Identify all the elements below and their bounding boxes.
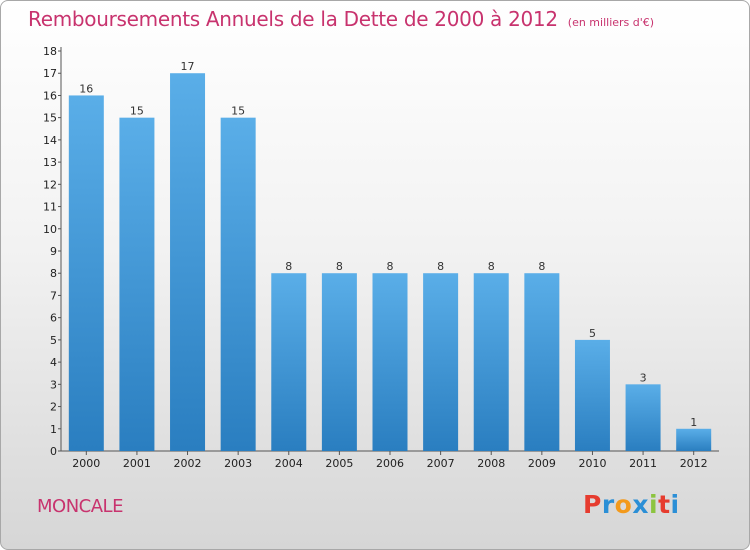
data-label: 1 (690, 416, 697, 429)
bar (220, 117, 256, 452)
y-tick-label: 13 (43, 156, 57, 169)
logo-letter: o (614, 490, 633, 519)
bar (170, 73, 206, 451)
x-tick-label: 2004 (275, 457, 303, 470)
y-tick-label: 3 (50, 378, 57, 391)
x-tick-label: 2003 (224, 457, 252, 470)
bar (68, 95, 104, 451)
logo-letter: P (583, 490, 602, 519)
y-tick-label: 17 (43, 67, 57, 80)
data-label: 15 (231, 105, 245, 118)
chart-title: Remboursements Annuels de la Dette de 20… (28, 7, 654, 31)
y-tick-label: 16 (43, 89, 57, 102)
y-tick-label: 5 (50, 334, 57, 347)
logo-letter: t (658, 490, 671, 519)
bar (271, 273, 307, 451)
x-tick-label: 2011 (629, 457, 657, 470)
logo-letter: r (601, 490, 615, 519)
data-label: 8 (336, 260, 343, 273)
y-tick-label: 18 (43, 45, 57, 58)
x-tick-label: 2008 (477, 457, 505, 470)
data-label: 17 (181, 60, 195, 73)
proxiti-logo: Proxiti (583, 490, 680, 519)
y-tick-label: 12 (43, 178, 57, 191)
x-tick-label: 2005 (325, 457, 353, 470)
y-tick-label: 7 (50, 289, 57, 302)
x-tick-label: 2010 (578, 457, 606, 470)
x-tick-label: 2006 (376, 457, 404, 470)
x-tick-label: 2001 (123, 457, 151, 470)
y-tick-label: 9 (50, 245, 57, 258)
bar (676, 428, 712, 451)
y-tick-label: 1 (50, 423, 57, 436)
y-tick-label: 14 (43, 134, 57, 147)
data-label: 8 (538, 260, 545, 273)
data-label: 3 (640, 371, 647, 384)
x-tick-label: 2000 (72, 457, 100, 470)
y-tick-label: 15 (43, 112, 57, 125)
bar (321, 273, 357, 451)
x-tick-label: 2002 (174, 457, 202, 470)
data-label: 8 (488, 260, 495, 273)
data-label: 16 (79, 82, 93, 95)
data-label: 8 (437, 260, 444, 273)
x-tick-label: 2007 (427, 457, 455, 470)
bar (423, 273, 459, 451)
commune-name: MONCALE (37, 496, 123, 517)
x-tick-label: 2009 (528, 457, 556, 470)
data-label: 15 (130, 105, 144, 118)
bar (524, 273, 560, 451)
chart-title-text: Remboursements Annuels de la Dette de 20… (28, 7, 558, 31)
logo-letter: i (670, 490, 680, 519)
bar (625, 384, 661, 451)
data-label: 5 (589, 327, 596, 340)
bar (372, 273, 408, 451)
data-label: 8 (387, 260, 394, 273)
logo-letter: x (632, 490, 649, 519)
data-label: 8 (285, 260, 292, 273)
chart-unit: (en milliers d'€) (567, 16, 655, 29)
logo-letter: i (649, 490, 659, 519)
y-tick-label: 8 (50, 267, 57, 280)
x-tick-label: 2012 (680, 457, 708, 470)
labels: 1620001520011720021520038200482005820068… (72, 60, 707, 470)
bar (119, 117, 155, 452)
y-tick-label: 0 (50, 445, 57, 458)
y-tick-label: 2 (50, 401, 57, 414)
bar (574, 339, 610, 451)
y-tick-label: 4 (50, 356, 57, 369)
y-tick-label: 10 (43, 223, 57, 236)
y-tick-label: 11 (43, 201, 57, 214)
bar (473, 273, 509, 451)
bars (68, 73, 712, 452)
y-tick-label: 6 (50, 312, 57, 325)
